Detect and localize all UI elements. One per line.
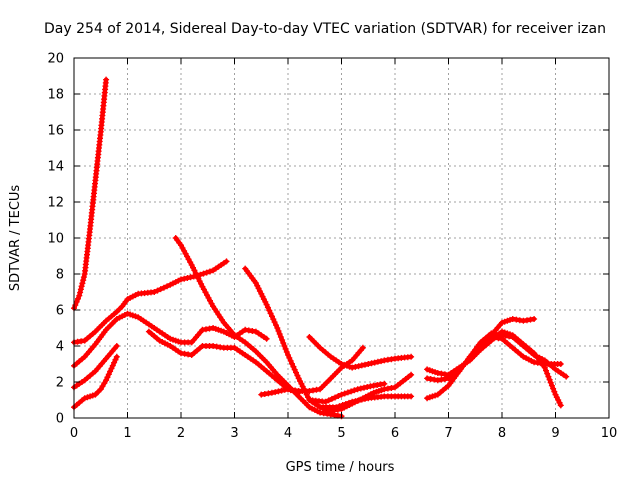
series-markers: [306, 380, 388, 405]
x-tick-label: 8: [498, 426, 506, 441]
x-tick-label: 0: [70, 426, 78, 441]
x-tick-label: 5: [337, 426, 345, 441]
y-tick-label: 20: [47, 52, 64, 67]
series-markers: [424, 334, 564, 402]
y-axis-label: SDTVAR / TECUs: [8, 185, 23, 292]
series-markers: [258, 344, 366, 398]
y-tick-label: 18: [47, 88, 64, 103]
x-tick-label: 9: [551, 426, 559, 441]
y-tick-label: 10: [47, 232, 64, 247]
x-tick-label: 3: [230, 426, 238, 441]
series-arc-k: [306, 380, 388, 405]
series-markers: [317, 393, 415, 411]
grid: [74, 58, 609, 418]
x-tick-label: 10: [601, 426, 618, 441]
series-arc-j: [258, 344, 366, 398]
series-arc-i: [306, 334, 415, 371]
y-tick-label: 0: [56, 412, 64, 427]
y-tick-label: 6: [56, 304, 64, 319]
y-tick-label: 8: [56, 268, 64, 283]
y-tick-label: 4: [56, 340, 64, 355]
chart-title: Day 254 of 2014, Sidereal Day-to-day VTE…: [44, 21, 606, 37]
plot-area: [71, 76, 570, 420]
y-tick-label: 12: [47, 196, 64, 211]
series-arc-d: [71, 343, 120, 391]
series-arc-l: [317, 393, 415, 411]
y-tick-label: 2: [56, 376, 64, 391]
y-tick-label: 14: [47, 160, 64, 175]
x-axis-label: GPS time / hours: [286, 460, 395, 475]
x-tick-label: 7: [444, 426, 452, 441]
x-tick-label: 2: [177, 426, 185, 441]
x-tick-label: 6: [391, 426, 399, 441]
x-tick-label: 4: [284, 426, 292, 441]
series-arc-g: [172, 235, 345, 420]
x-tick-label: 1: [123, 426, 131, 441]
y-tick-label: 16: [47, 124, 64, 139]
series-arc-p: [424, 334, 564, 402]
series-markers: [306, 334, 415, 371]
